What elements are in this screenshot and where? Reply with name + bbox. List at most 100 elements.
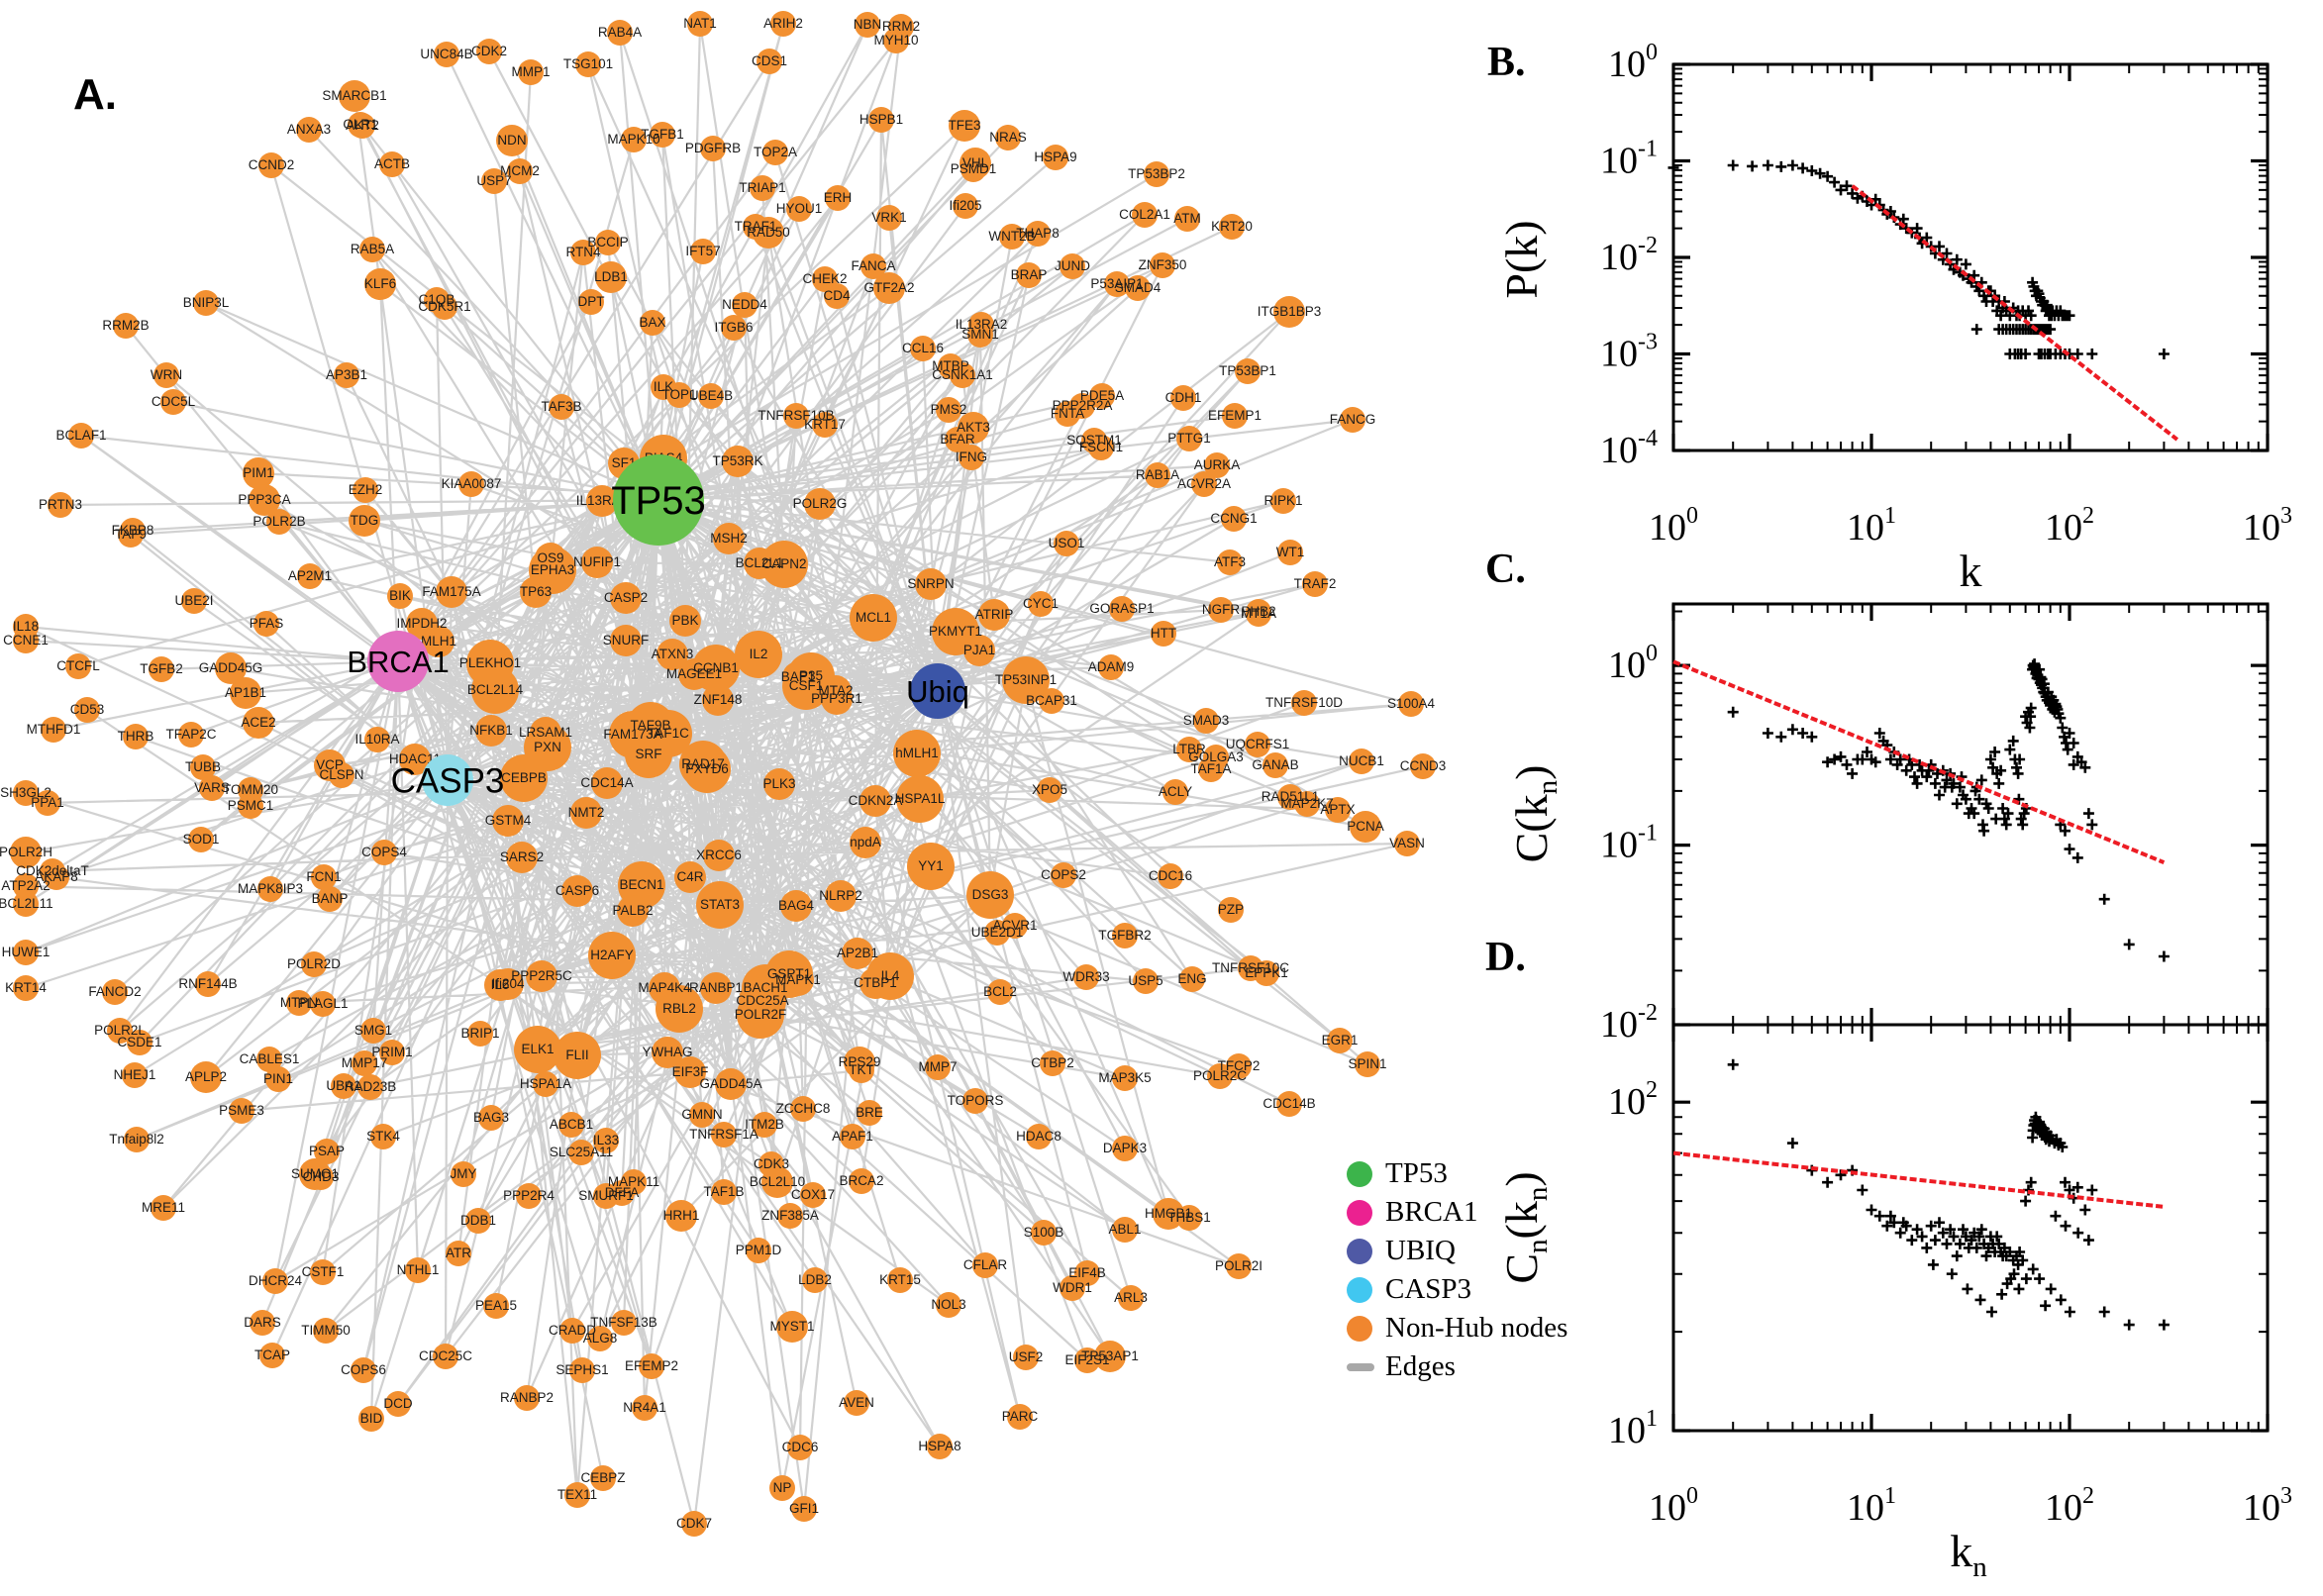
network-node-label: WDR33: [1062, 969, 1109, 984]
legend-node-swatch: [1347, 1315, 1372, 1342]
network-node: [190, 1061, 222, 1093]
network-node-labels: TP53INP1 P53AIP1 Ifi204 H2AFY SMG1 ZCCHC8 PLAG…: [0, 16, 1446, 1531]
network-node: [787, 652, 835, 700]
network-node-label: CASP2: [604, 590, 648, 605]
network-node: [256, 1047, 282, 1072]
network-node-label: PARC: [1002, 1409, 1039, 1424]
network-node-label: P35: [799, 668, 823, 683]
network-node-label: MTPN: [280, 995, 318, 1010]
network-node-label: FAM173A: [603, 727, 661, 742]
network-node: [735, 631, 782, 678]
network-node: [1055, 401, 1080, 427]
scatter-points: [1667, 159, 2170, 359]
network-node: [1245, 732, 1270, 757]
network-node-label: PPA1: [31, 795, 64, 810]
network-node: [436, 576, 467, 608]
network-node-label: IFNG: [956, 449, 987, 464]
network-node-label: HSPA1A: [520, 1076, 571, 1091]
network-node-label: COPS2: [1041, 867, 1086, 882]
network-node: [1219, 214, 1245, 240]
network-node-label: SNRPN: [907, 576, 954, 591]
network-legend: TP53 BRCA1 UBIQ CASP3 Non-Hub nodes Edges: [1347, 1154, 1567, 1386]
network-node-label: CSNK1A1: [932, 367, 993, 382]
x-tick-label: 100: [1649, 503, 1698, 549]
network-node: [1238, 955, 1263, 981]
network-node-label: NAT1: [683, 16, 717, 31]
y-tick-label: 10-3: [1600, 329, 1658, 374]
network-node-label: CCNB1: [693, 660, 739, 675]
network-node: [13, 780, 39, 806]
network-node-label: PMS2: [931, 402, 967, 417]
network-node-label: TOPORS: [948, 1093, 1004, 1108]
network-node: [721, 315, 747, 341]
network-node-label: UBE4B: [689, 388, 733, 403]
network-node-label: ITGB1BP3: [1258, 304, 1322, 319]
network-node: [860, 253, 886, 279]
network-node: [757, 49, 782, 74]
network-node-label: POLR2I: [1215, 1258, 1262, 1273]
network-node-label: PPP2R4: [503, 1188, 555, 1203]
network-node-label: CDC5L: [152, 394, 196, 409]
network-node: [1394, 831, 1420, 856]
network-node: [123, 724, 149, 749]
network-node-label: HYOU1: [776, 201, 823, 216]
network-node-label: CASP6: [556, 883, 599, 898]
network-node: [481, 168, 507, 194]
network-node: [190, 754, 216, 780]
network-node: [1226, 1253, 1252, 1279]
network-node-label: ADAM9: [1088, 659, 1135, 674]
network-node-label: AKAP8: [35, 869, 78, 884]
network-node: [1262, 752, 1288, 778]
network-node: [824, 283, 850, 309]
network-node-label: ILK: [654, 379, 673, 394]
network-node-label: WNT2B: [988, 229, 1035, 244]
network-node: [702, 684, 734, 716]
network-node-label: P53AIP1: [1090, 276, 1143, 291]
ppi-network-panel: TP53INP1 P53AIP1 Ifi204 H2AFY SMG1 ZCCHC8 PLAG…: [0, 11, 1446, 1537]
network-node: [1037, 777, 1062, 803]
network-node-label: EIF2S1: [1064, 1352, 1109, 1367]
network-node-label: GMNN: [681, 1107, 722, 1122]
network-node-label: PALB2: [612, 903, 653, 918]
network-node: [700, 136, 726, 161]
network-node: [520, 576, 552, 608]
network-node-label: ATR: [446, 1246, 471, 1260]
network-node-label: HSPA8: [918, 1439, 960, 1453]
network-node-label: CDK5R1: [418, 299, 470, 314]
network-node: [610, 582, 642, 614]
y-tick-label: 102: [1608, 1077, 1658, 1123]
network-node-label: PBK: [671, 613, 698, 628]
network-node-label: PPP2R5C: [511, 968, 572, 983]
network-node-label: TRAF1: [735, 219, 777, 234]
network-node: [696, 881, 744, 929]
chart-b: 10-4 10-3 10-2 10-1 100 100 101 102 103 k P(k): [1496, 40, 2292, 596]
network-node: [617, 895, 649, 927]
network-node: [1276, 1091, 1302, 1117]
network-nodes: [10, 11, 1436, 1537]
network-node-label: STAT3: [700, 897, 740, 912]
network-node: [476, 39, 502, 64]
hub-node-tp53: [613, 454, 704, 546]
network-node: [762, 140, 788, 165]
network-node: [1191, 471, 1217, 497]
network-node: [466, 640, 514, 687]
network-node-label: BRAP: [1011, 267, 1048, 282]
network-node: [669, 605, 701, 637]
network-node-label: BNIP3L: [183, 295, 230, 310]
network-node: [257, 876, 283, 902]
network-node: [13, 891, 39, 917]
network-node-label: BCL2L14: [467, 682, 524, 697]
network-node: [960, 156, 986, 182]
network-node-label: UBA1: [326, 1078, 360, 1093]
network-node-label: MT1A: [1241, 606, 1276, 621]
network-node-label: BANP: [312, 891, 349, 906]
network-node: [769, 1475, 795, 1501]
network-node: [65, 653, 91, 679]
network-node-label: CCL16: [902, 341, 944, 355]
major-ticks: [1671, 1025, 2270, 1433]
network-node: [483, 1293, 509, 1319]
network-node-label: RAD17: [681, 756, 725, 771]
network-node-label: AKT2: [346, 118, 379, 133]
network-node-label: SQSTM1: [1066, 433, 1122, 448]
